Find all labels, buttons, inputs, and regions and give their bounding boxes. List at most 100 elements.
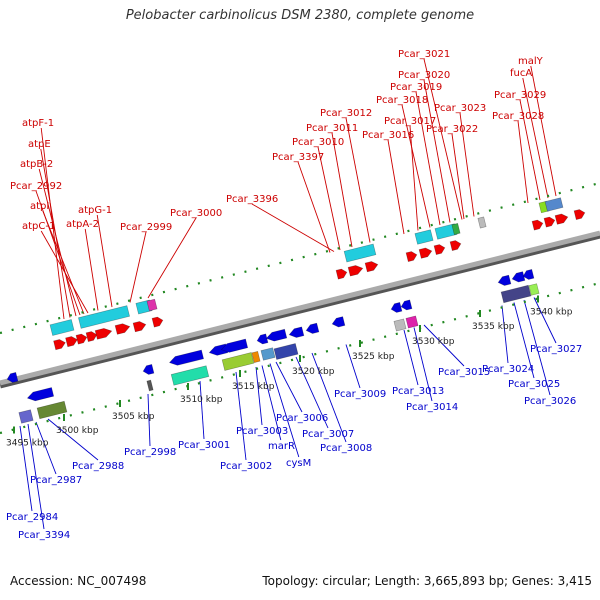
- plus-gene-label: Pcar_3021: [398, 49, 450, 60]
- cyan-gene-block: [78, 305, 130, 329]
- plus-gene-arrow-shape: [85, 331, 98, 342]
- minus-gene-label-leader: [311, 352, 347, 443]
- minus-gene-label: Pcar_3009: [334, 389, 386, 400]
- plus-gene-arrow-shape: [449, 240, 462, 251]
- purple-gene-block-shape: [18, 409, 34, 424]
- plus-gene-arrow-shape: [433, 244, 446, 255]
- plus-gene-label-leader: [297, 161, 331, 253]
- plus-gene-label-leader: [40, 230, 89, 314]
- plus-gene-arrow: [94, 328, 113, 340]
- plus-gene-arrow: [543, 216, 556, 228]
- steel-gene-block-shape: [260, 347, 276, 361]
- plus-gene-label: malY: [518, 56, 544, 67]
- minus-gene-arrow: [142, 364, 155, 375]
- plus-gene-arrow-shape: [132, 321, 147, 333]
- minus-gene-arrow-shape: [522, 269, 535, 280]
- minus-gene-label: Pcar_2988: [72, 461, 124, 472]
- minus-gene-arrow-shape: [288, 326, 305, 338]
- minus-gene-label: Pcar_3027: [530, 344, 582, 355]
- grey-gene-block-shape: [146, 379, 154, 392]
- minus-gene-arrow-shape: [6, 372, 19, 383]
- genome-stats-text: Topology: circular; Length: 3,665,893 bp…: [262, 574, 592, 588]
- plus-gene-label: Pcar_2999: [120, 222, 172, 233]
- gene-features: [6, 197, 586, 424]
- minus-gene-label-leader: [403, 329, 419, 386]
- plus-gene-label-leader: [522, 77, 549, 199]
- purple-gene-block: [18, 409, 34, 424]
- minus-gene-arrow: [220, 338, 249, 353]
- tick-label: 3515 kbp: [232, 382, 275, 392]
- plus-gene-label-leader: [459, 112, 475, 217]
- plus-gene-arrow-shape: [347, 265, 364, 277]
- minus-gene-label-leader: [345, 344, 361, 389]
- minus-gene-label-leader: [27, 423, 45, 530]
- plus-gene-label-leader: [251, 203, 335, 252]
- kbp-ticks: 3495 kbp 3500 kbp 3505 kbp 3510 kbp 3515 kbp…: [6, 295, 573, 449]
- plus-gene-label: atpC-1: [22, 221, 55, 232]
- accession-text: Accession: NC_007498: [10, 574, 147, 588]
- plus-gene-label-leader: [451, 133, 465, 220]
- minus-gene-label-leader: [269, 363, 300, 458]
- plus-gene-arrow: [53, 339, 66, 351]
- minus-gene-label: Pcar_2984: [6, 512, 58, 523]
- plus-gene-label-leader: [423, 58, 463, 220]
- tick-label: 3535 kbp: [472, 322, 515, 332]
- plus-gene-label-leader: [129, 231, 147, 303]
- plus-gene-arrow: [75, 333, 88, 345]
- plus-gene-label: Pcar_3023: [434, 103, 486, 114]
- minus-gene-label-leader: [261, 365, 282, 441]
- minus-gene-arrow-shape: [142, 364, 155, 375]
- minus-gene-arrow-shape: [265, 328, 288, 342]
- minus-gene-label: Pcar_3015: [438, 367, 490, 378]
- minus-gene-label: Pcar_3013: [392, 386, 444, 397]
- plus-gene-label-leader: [387, 139, 405, 235]
- minus-gene-arrow: [522, 269, 535, 280]
- plus-gene-label: atpI: [30, 201, 49, 212]
- minus-gene-arrow-shape: [305, 322, 320, 334]
- minus-gene-arrow-shape: [26, 387, 55, 402]
- minus-gene-label-leader: [235, 371, 247, 461]
- cyan-gene-block-shape: [434, 223, 458, 240]
- plus-gene-arrow: [85, 331, 98, 342]
- minus-gene-label-leader: [147, 393, 151, 447]
- plus-gene-arrow: [65, 336, 78, 348]
- magenta-gene-block: [405, 315, 419, 329]
- minus-gene-arrow-shape: [168, 349, 204, 366]
- plus-gene-label-leader: [317, 146, 341, 251]
- plus-gene-label: Pcar_3017: [384, 116, 436, 127]
- minus-gene-label-leader: [199, 380, 205, 440]
- tick-label: 3540 kbp: [530, 308, 573, 318]
- tick-label: 3510 kbp: [180, 395, 223, 405]
- tick-label: 3525 kbp: [352, 352, 395, 362]
- minus-gene-arrow: [400, 299, 413, 311]
- minus-gene-label: Pcar_2987: [30, 475, 82, 486]
- minus-gene-arrow: [305, 322, 320, 334]
- minus-gene-label: Pcar_2998: [124, 447, 176, 458]
- cyan-gene-block: [414, 229, 434, 245]
- minus-gene-arrow: [168, 349, 204, 366]
- lime-gene-block: [528, 283, 540, 296]
- olive-gene-block: [221, 352, 255, 371]
- plus-gene-label: Pcar_3016: [362, 130, 414, 141]
- plus-gene-label-leader: [415, 91, 441, 226]
- minus-gene-label-leader: [513, 302, 535, 379]
- minus-gene-arrow: [497, 274, 512, 286]
- gene-labels: atpF-1 atpE atpB-2 Pcar_2992 atpI atpC-1 atpA-…: [6, 49, 582, 541]
- minus-gene-arrow-shape: [511, 271, 526, 283]
- magenta-gene-block-shape: [405, 315, 419, 329]
- grey-gene-block: [477, 216, 487, 229]
- plus-gene-label: Pcar_3019: [390, 82, 442, 93]
- cyan-gene-block-shape: [49, 319, 75, 336]
- plus-gene-arrow-shape: [335, 268, 348, 280]
- plus-gene-label: Pcar_3010: [292, 137, 344, 148]
- plus-gene-label: atpF-1: [22, 118, 54, 129]
- grey-gene-block-shape: [393, 318, 407, 332]
- plus-gene-label-leader: [331, 132, 353, 248]
- plus-gene-arrow: [554, 213, 569, 225]
- magenta-gene-block-shape: [146, 298, 158, 312]
- plus-gene-arrow-shape: [53, 339, 66, 351]
- tick-label: 3530 kbp: [412, 337, 455, 347]
- plus-gene-label: Pcar_3011: [306, 123, 358, 134]
- minus-gene-label-leader: [295, 356, 329, 429]
